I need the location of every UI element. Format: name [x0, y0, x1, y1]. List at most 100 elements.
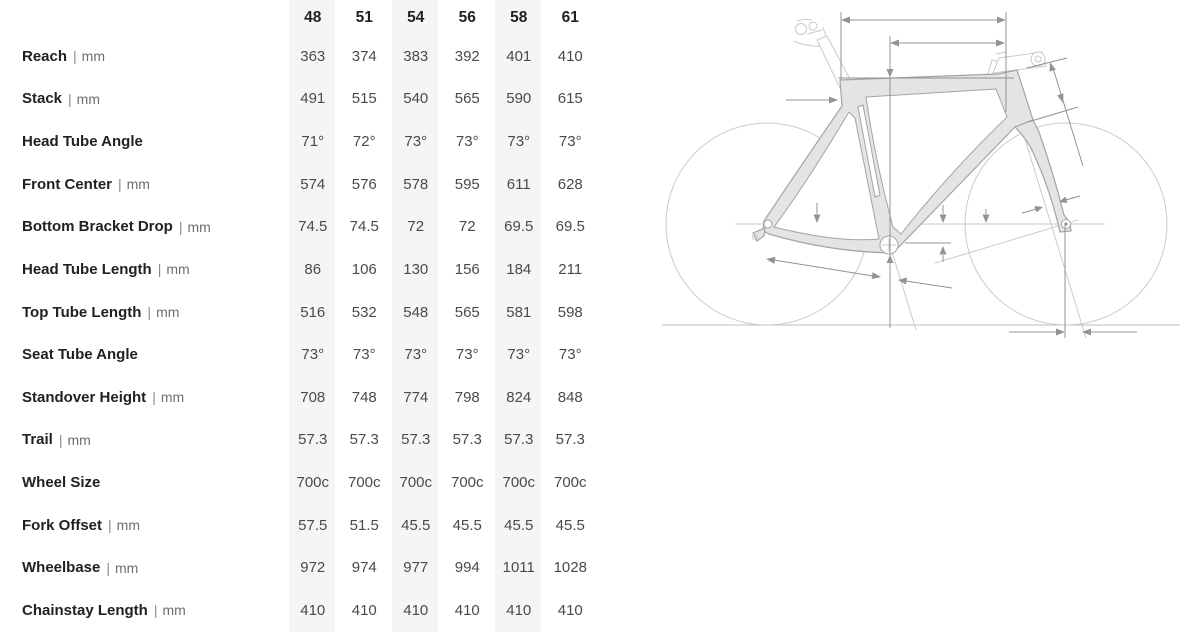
geometry-value-cell: 73°: [455, 133, 479, 151]
geometry-value-cell: 57.3: [401, 431, 431, 449]
geometry-value-cell: 410: [300, 601, 326, 619]
corner-cell: [0, 0, 287, 35]
geometry-value-cell: 972: [300, 559, 326, 577]
row-label: Stack: [22, 90, 63, 108]
row-label-cell: Head Tube Angle: [0, 120, 287, 163]
label-unit-divider: |: [73, 48, 77, 65]
geometry-value-cell: 51.5: [349, 516, 379, 534]
geometry-value-cell: 708: [300, 388, 326, 406]
column-stripe: [289, 0, 335, 632]
geometry-value-cell: 72°: [352, 133, 376, 151]
geometry-value-cell: 184: [506, 260, 532, 278]
fork-offset-dimension: [1021, 195, 1081, 214]
geometry-value-cell: 700c: [399, 474, 433, 492]
column-stripe: [392, 0, 438, 632]
steering-axis-line: [1023, 135, 1087, 339]
front-triangle-cutout: [865, 88, 1008, 235]
row-label: Wheelbase: [22, 559, 101, 577]
column-stripe: [495, 0, 541, 632]
row-label-cell: Wheelbase | mm: [0, 547, 287, 590]
geometry-value-cell: 700c: [347, 474, 381, 492]
geometry-value-cell: 73°: [558, 133, 582, 151]
row-label-cell: Trail | mm: [0, 419, 287, 462]
geometry-table: 48 51 54 56 58 61 Reach | mm 363 374 383 392 401 410 St…: [0, 0, 596, 632]
geometry-value-cell: 565: [454, 303, 480, 321]
rear-axle: [763, 219, 773, 229]
geometry-value-cell: 798: [454, 388, 480, 406]
geometry-value-cell: 590: [506, 90, 532, 108]
row-unit: mm: [67, 431, 91, 448]
row-label: Reach: [22, 47, 68, 65]
row-label-cell: Fork Offset | mm: [0, 504, 287, 547]
saddle-clamp-icon: [795, 23, 807, 35]
row-label-cell: Head Tube Length | mm: [0, 248, 287, 291]
row-label-cell: Stack | mm: [0, 78, 287, 121]
geometry-value-cell: 73°: [455, 346, 479, 364]
geometry-value-cell: 1028: [553, 559, 587, 577]
geometry-value-cell: 576: [351, 175, 377, 193]
label-unit-divider: |: [147, 304, 152, 321]
row-label: Bottom Bracket Drop: [22, 218, 173, 236]
size-column-header: 51: [355, 8, 373, 26]
geometry-value-cell: 73°: [507, 133, 531, 151]
geometry-value-cell: 578: [403, 175, 429, 193]
geometry-value-cell: 574: [300, 175, 326, 193]
geometry-value-cell: 548: [403, 303, 429, 321]
saddle-top-line: [796, 18, 813, 22]
fork-offset-reference-line: [934, 219, 1079, 264]
geometry-value-cell: 130: [403, 260, 429, 278]
geometry-value-cell: 57.3: [349, 431, 379, 449]
geometry-value-cell: 72: [458, 218, 476, 236]
geometry-value-cell: 392: [454, 47, 480, 65]
geometry-value-cell: 57.3: [452, 431, 482, 449]
row-label: Trail: [22, 431, 53, 449]
chainstay-dimension: [766, 256, 953, 289]
handlebar-clamp-icon: [1030, 51, 1046, 67]
geometry-value-cell: 994: [454, 559, 480, 577]
geometry-value-cell: 45.5: [504, 516, 534, 534]
geometry-value-cell: 774: [403, 388, 429, 406]
trail-dimension: [1009, 224, 1137, 338]
geometry-value-cell: 383: [403, 47, 429, 65]
row-unit: mm: [81, 48, 105, 65]
geometry-value-cell: 363: [300, 47, 326, 65]
geometry-value-cell: 581: [506, 303, 532, 321]
geometry-value-cell: 410: [557, 601, 583, 619]
geometry-value-cell: 977: [403, 559, 429, 577]
row-label: Fork Offset: [22, 516, 103, 534]
label-unit-divider: |: [68, 90, 72, 107]
geometry-value-cell: 595: [454, 175, 480, 193]
row-label: Seat Tube Angle: [22, 346, 138, 364]
row-unit: mm: [126, 176, 150, 193]
row-label: Front Center: [22, 175, 112, 193]
size-column-header: 54: [407, 8, 425, 26]
fork: [1013, 119, 1072, 233]
derailleur-hanger: [752, 227, 766, 242]
geometry-value-cell: 72: [407, 218, 425, 236]
geometry-value-cell: 106: [351, 260, 377, 278]
geometry-value-cell: 69.5: [555, 218, 585, 236]
label-unit-divider: |: [106, 559, 111, 576]
geometry-value-cell: 374: [351, 47, 377, 65]
geometry-value-cell: 401: [506, 47, 532, 65]
row-label-cell: Top Tube Length | mm: [0, 291, 287, 334]
geometry-value-cell: 74.5: [298, 218, 328, 236]
geometry-value-cell: 700c: [296, 474, 330, 492]
row-unit: mm: [76, 90, 100, 107]
geometry-value-cell: 848: [557, 388, 583, 406]
geometry-value-cell: 748: [351, 388, 377, 406]
stack-dimension: [838, 36, 1014, 328]
row-unit: mm: [115, 559, 139, 576]
geometry-value-cell: 515: [351, 90, 377, 108]
row-unit: mm: [116, 517, 140, 534]
geometry-value-cell: 410: [557, 47, 583, 65]
handlebar-bore-icon: [1034, 55, 1042, 63]
geometry-value-cell: 532: [351, 303, 377, 321]
row-unit: mm: [187, 218, 211, 235]
row-unit: mm: [166, 261, 190, 278]
label-unit-divider: |: [153, 602, 158, 619]
bottom-bracket-drop-dimension: [813, 203, 990, 262]
geometry-value-cell: 73°: [404, 346, 428, 364]
head-tube-length-dimension: [1026, 57, 1084, 167]
geometry-value-cell: 73°: [352, 346, 376, 364]
